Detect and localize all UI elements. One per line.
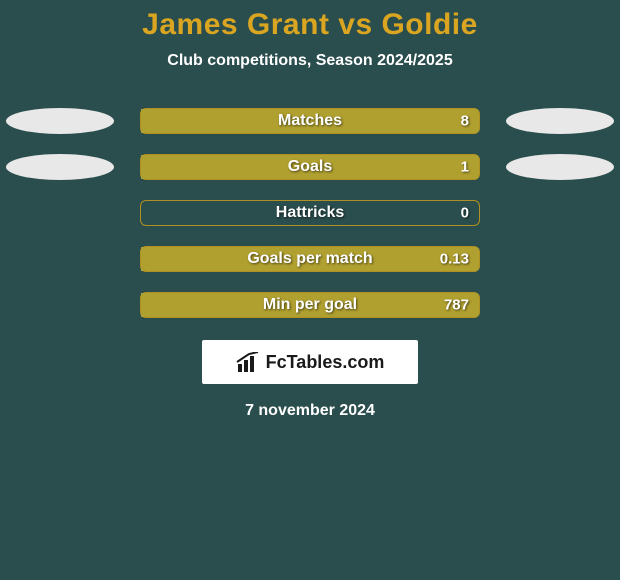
stats-area: Matches 8 Goals 1 Hattricks 0 Goals per match 0… bbox=[0, 108, 620, 318]
stat-value: 8 bbox=[461, 113, 469, 130]
stat-bar: Min per goal 787 bbox=[140, 292, 480, 318]
stat-label: Goals bbox=[288, 158, 332, 176]
date-text: 7 november 2024 bbox=[0, 402, 620, 420]
stat-bar: Goals 1 bbox=[140, 154, 480, 180]
stat-row: Matches 8 bbox=[0, 108, 620, 134]
player-left-ellipse bbox=[6, 108, 114, 134]
chart-icon bbox=[236, 352, 260, 372]
player-right-ellipse bbox=[506, 108, 614, 134]
stat-value: 0 bbox=[461, 205, 469, 222]
stat-value: 0.13 bbox=[440, 251, 469, 268]
footer-logo[interactable]: FcTables.com bbox=[202, 340, 418, 384]
stat-value: 787 bbox=[444, 297, 469, 314]
footer-logo-text: FcTables.com bbox=[266, 352, 385, 373]
stat-label: Hattricks bbox=[276, 204, 344, 222]
stat-value: 1 bbox=[461, 159, 469, 176]
page-title: James Grant vs Goldie bbox=[0, 8, 620, 42]
player-right-ellipse bbox=[506, 154, 614, 180]
stat-label: Min per goal bbox=[263, 296, 357, 314]
stat-label: Matches bbox=[278, 112, 342, 130]
stat-row: Hattricks 0 bbox=[0, 200, 620, 226]
stat-bar: Hattricks 0 bbox=[140, 200, 480, 226]
stat-bar: Goals per match 0.13 bbox=[140, 246, 480, 272]
subtitle: Club competitions, Season 2024/2025 bbox=[0, 52, 620, 70]
stat-bar: Matches 8 bbox=[140, 108, 480, 134]
comparison-widget: James Grant vs Goldie Club competitions,… bbox=[0, 0, 620, 420]
stat-label: Goals per match bbox=[247, 250, 372, 268]
stat-row: Min per goal 787 bbox=[0, 292, 620, 318]
player-left-ellipse bbox=[6, 154, 114, 180]
stat-row: Goals per match 0.13 bbox=[0, 246, 620, 272]
stat-row: Goals 1 bbox=[0, 154, 620, 180]
